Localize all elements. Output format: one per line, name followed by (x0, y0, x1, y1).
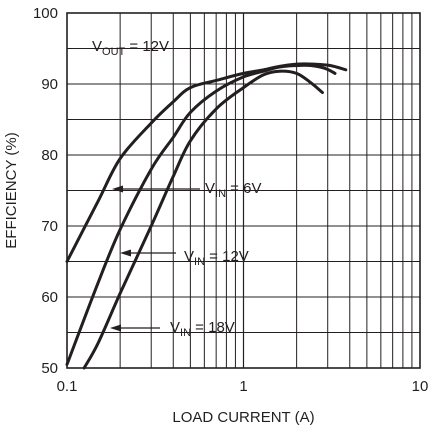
arrow-vin-18v-head (110, 324, 121, 332)
grid (67, 13, 420, 368)
y-tick-label: 80 (41, 147, 58, 164)
label-arrows (110, 185, 200, 332)
x-tick-label: 1 (239, 378, 247, 395)
series-label-vin-18v: VIN = 18V (170, 319, 235, 339)
tick-labels: 0.1 1 10 50 60 70 80 90 100 (33, 5, 428, 395)
y-tick-label: 100 (33, 5, 58, 22)
series-label-vin-6v: VIN = 6V (205, 180, 261, 200)
arrow-vin-12v-head (120, 249, 131, 257)
y-tick-label: 60 (41, 289, 58, 306)
y-tick-label: 90 (41, 76, 58, 93)
series-label-vin-12v: VIN = 12V (184, 248, 249, 268)
curve-vin-18v (82, 69, 324, 370)
x-tick-label: 0.1 (57, 378, 78, 395)
curve-vin-6v (65, 62, 348, 263)
x-axis-title: LOAD CURRENT (A) (172, 409, 314, 426)
y-axis-title: EFFICIENCY (%) (3, 132, 20, 248)
y-tick-label: 70 (41, 218, 58, 235)
arrow-vin-6v-head (112, 185, 123, 193)
plot-frame (66, 12, 421, 369)
x-tick-label: 10 (412, 378, 429, 395)
vout-annotation: VOUT = 12V (92, 38, 169, 58)
y-tick-label: 50 (41, 360, 58, 377)
series-curves (65, 62, 348, 370)
curve-vin-12v (65, 63, 337, 366)
